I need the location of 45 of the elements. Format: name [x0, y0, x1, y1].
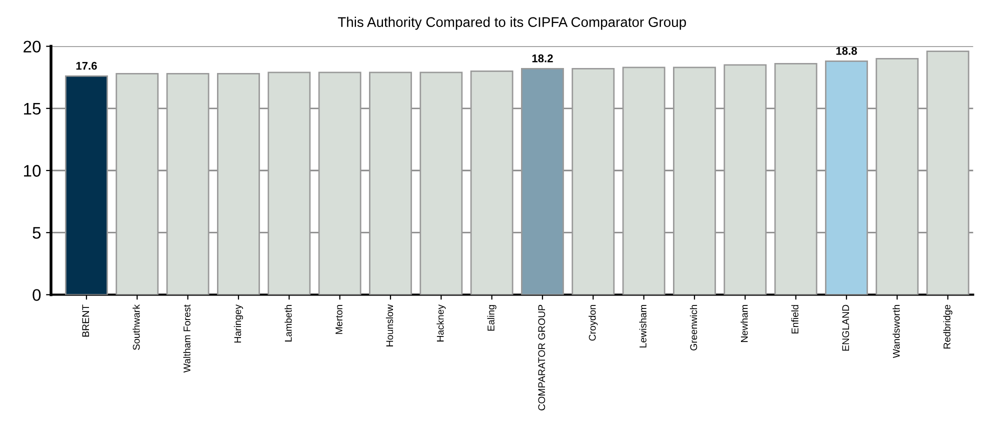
bar — [926, 50, 970, 295]
x-tick-label: Waltham Forest — [183, 304, 190, 373]
x-tick-label: Redbridge — [943, 304, 952, 348]
bar — [65, 75, 108, 295]
bar — [420, 72, 463, 295]
x-tick-label: Southwark — [132, 304, 140, 350]
x-tick-label: Hounslow — [386, 304, 394, 346]
data-label: 18.8 — [836, 46, 857, 55]
bar — [268, 72, 311, 295]
x-tick-label: Hackney — [436, 304, 446, 342]
bar — [774, 63, 818, 295]
x-tick-label: Ealing — [487, 305, 496, 331]
y-tick-label: 20 — [24, 40, 41, 53]
bar — [622, 66, 666, 295]
x-tick-label: COMPARATOR GROUP — [538, 304, 546, 410]
x-tick-label: Lewisham — [639, 305, 646, 348]
y-tick-label: 10 — [24, 164, 41, 177]
bar — [673, 66, 716, 295]
x-tick-label: BRENT — [82, 304, 89, 337]
bar — [116, 72, 159, 295]
x-tick-label: Lambeth — [284, 305, 292, 342]
bar — [724, 64, 767, 295]
y-tick-label: 5 — [32, 227, 41, 239]
chart-title: This Authority Compared to its CIPFA Comparator Group — [338, 16, 686, 30]
x-tick-label: Enfield — [791, 305, 798, 334]
data-label: 17.6 — [76, 62, 97, 70]
x-tick-label: Haringey — [234, 304, 244, 343]
bar — [572, 68, 615, 295]
bar — [166, 72, 210, 295]
x-tick-label: Merton — [336, 305, 342, 334]
bar — [521, 68, 564, 295]
data-label: 18.2 — [532, 54, 553, 62]
x-tick-label: Croydon — [588, 305, 598, 341]
y-tick-label: 15 — [24, 102, 41, 115]
bar — [876, 58, 919, 295]
bar — [369, 72, 412, 295]
bar — [318, 72, 362, 295]
y-tick-label: 0 — [32, 289, 41, 301]
x-tick-label: ENGLAND — [842, 304, 850, 351]
x-tick-label: Greenwich — [690, 305, 698, 350]
x-tick-label: Newham — [740, 305, 748, 342]
bar — [217, 72, 260, 295]
bar — [470, 70, 514, 295]
bar — [825, 60, 868, 295]
x-tick-label: Wandsworth — [892, 305, 900, 358]
